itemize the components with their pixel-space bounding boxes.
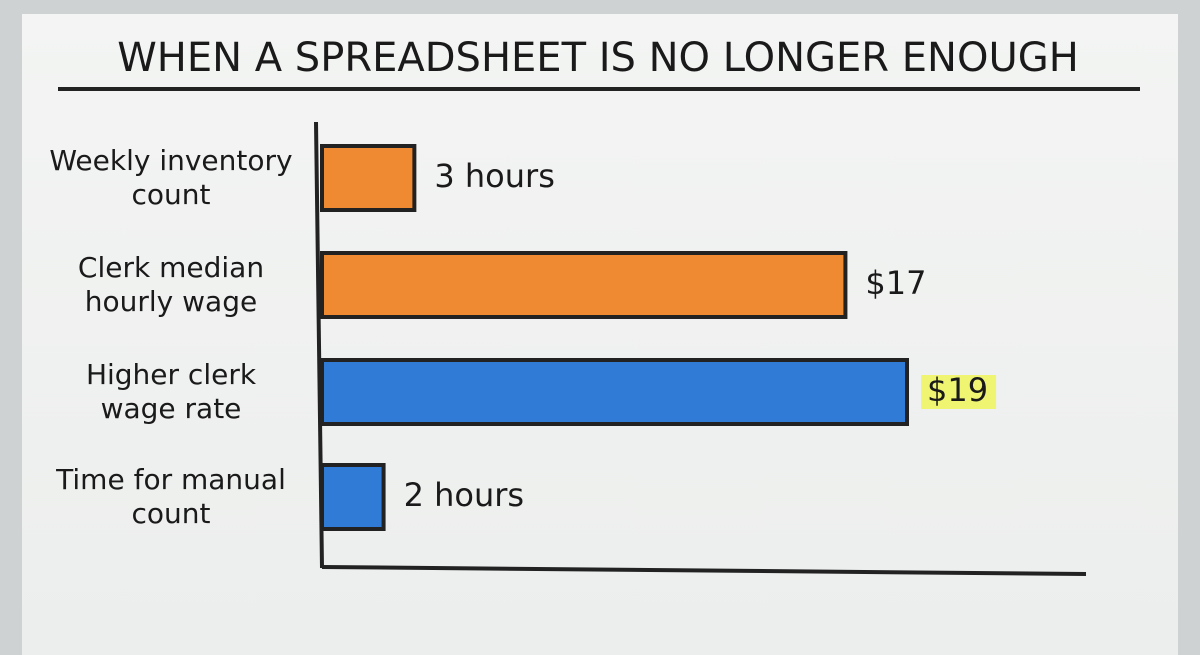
bar [320, 358, 909, 426]
value-label: 2 hours [404, 476, 525, 514]
whiteboard [22, 14, 1178, 655]
bar [320, 144, 417, 212]
highlight [921, 375, 997, 409]
category-label: Clerk median hourly wage [77, 251, 265, 318]
bar [320, 251, 848, 319]
category-label: Time for manual count [56, 463, 286, 530]
category-label: Higher clerk wage rate [85, 358, 257, 425]
bar [320, 463, 386, 531]
category-label: Weekly inventory count [49, 144, 293, 211]
chart-title: WHEN A SPREADSHEET IS NO LONGER ENOUGH [117, 35, 1079, 81]
value-label: $19 [927, 371, 988, 409]
value-label: $17 [865, 264, 926, 302]
value-label: 3 hours [434, 157, 555, 195]
x-axis [321, 565, 1087, 576]
